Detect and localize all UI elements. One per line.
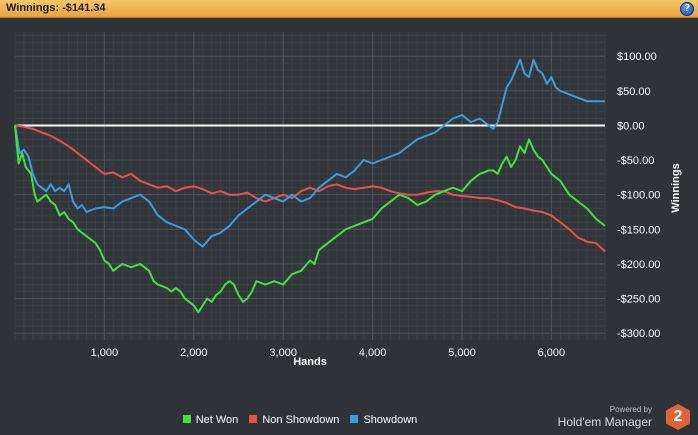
- powered-by-text: Powered by: [609, 405, 652, 414]
- y-tick-label: $50.00: [617, 86, 651, 98]
- y-tick-label: -$50.00: [617, 155, 654, 167]
- x-axis-title: Hands: [293, 356, 327, 368]
- legend-item-net-won[interactable]: Net Won: [182, 414, 239, 426]
- branding: Powered by Hold'em Manager 2: [550, 403, 690, 433]
- help-button[interactable]: ?: [680, 2, 694, 16]
- legend-label-showdown: Showdown: [363, 414, 418, 426]
- y-tick-label: -$150.00: [617, 224, 660, 236]
- y-tick-label: $0.00: [617, 120, 645, 132]
- legend-item-non-showdown[interactable]: Non Showdown: [249, 414, 339, 426]
- series-line-non-showdown: [14, 124, 606, 253]
- y-axis-title: Winnings: [670, 163, 682, 212]
- x-tick-label: 4,000: [359, 347, 387, 359]
- product-name: Hold'em Manager: [557, 415, 652, 429]
- minor-grid: [14, 32, 606, 340]
- x-tick-label: 2,000: [180, 347, 208, 359]
- series-line-net-won: [14, 125, 606, 314]
- x-axis-ticks: 1,000 2,000 3,000 4,000 5,000 6,000: [91, 347, 566, 359]
- legend-swatch-non-showdown: [249, 415, 258, 423]
- legend-swatch-net-won: [182, 415, 191, 423]
- x-tick-label: 3,000: [269, 347, 297, 359]
- winnings-chart: $100.00 $50.00 $0.00 -$50.00 -$100.00 -$150.0…: [14, 32, 682, 368]
- series-line-showdown: [14, 58, 605, 248]
- y-tick-label: -$200.00: [617, 259, 660, 271]
- legend-item-showdown[interactable]: Showdown: [350, 414, 417, 426]
- y-tick-label: $100.00: [617, 51, 657, 63]
- legend-label-non-showdown: Non Showdown: [262, 414, 340, 426]
- y-tick-label: -$100.00: [617, 190, 660, 202]
- legend-swatch-showdown: [350, 415, 359, 423]
- y-tick-label: -$300.00: [617, 328, 660, 340]
- chart-title: Winnings: -$141.34: [6, 2, 106, 14]
- x-tick-label: 6,000: [538, 347, 566, 359]
- y-axis-ticks: $100.00 $50.00 $0.00 -$50.00 -$100.00 -$150.0…: [617, 51, 660, 340]
- series-lines: [14, 58, 606, 314]
- hem-logo-icon: 2: [666, 404, 690, 430]
- title-bar: Winnings: -$141.34 ?: [0, 0, 698, 18]
- y-tick-label: -$250.00: [617, 293, 660, 305]
- x-tick-label: 5,000: [448, 347, 476, 359]
- legend: Net Won Non Showdown Showdown: [0, 414, 600, 430]
- legend-label-net-won: Net Won: [195, 414, 239, 426]
- x-tick-label: 1,000: [91, 347, 119, 359]
